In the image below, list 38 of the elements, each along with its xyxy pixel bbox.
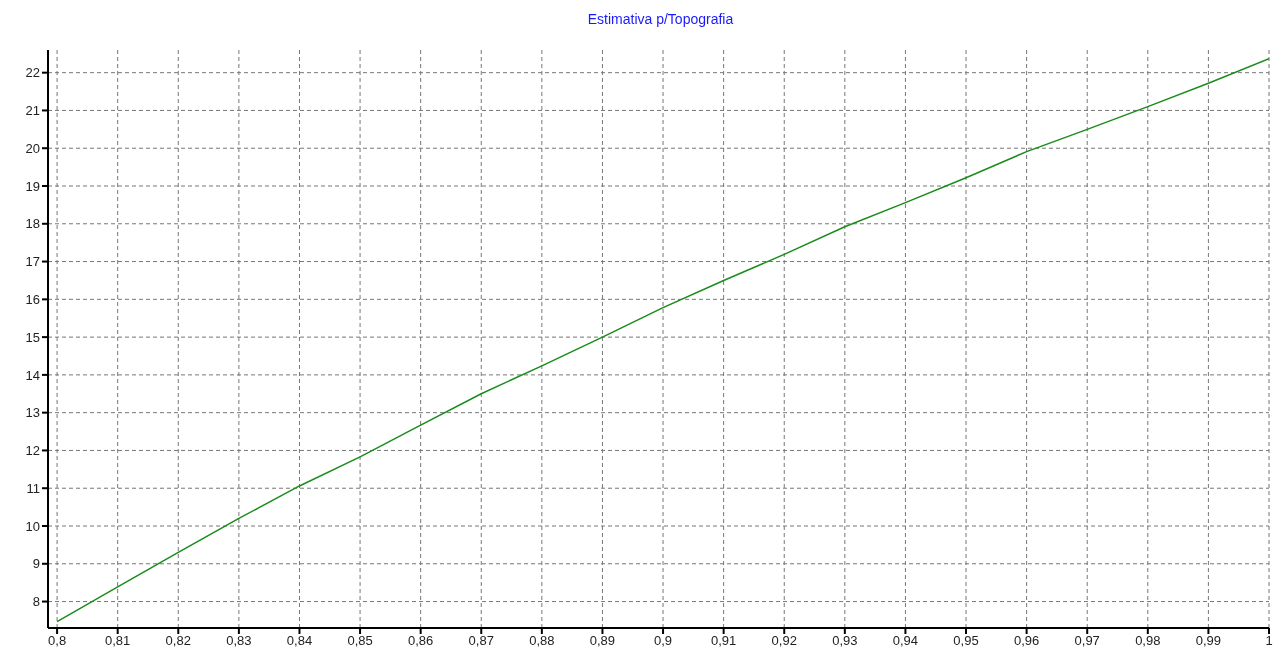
x-tick-label: 0,9 (654, 633, 673, 649)
y-tick-label: 16 (25, 291, 40, 307)
x-tick-label: 0,99 (1195, 633, 1222, 649)
y-tick-label: 21 (25, 103, 40, 119)
x-tick-label: 0,88 (529, 633, 555, 649)
y-tick-label: 12 (25, 443, 40, 459)
x-tick-label: 0,94 (892, 633, 919, 649)
y-tick-label: 13 (25, 405, 40, 421)
x-tick-label: 0,93 (832, 633, 858, 649)
x-tick-label: 1 (1265, 633, 1273, 649)
x-tick-label: 0,92 (771, 633, 797, 649)
y-tick-label: 8 (32, 594, 40, 610)
x-tick-label: 0,8 (48, 633, 67, 649)
chart-title: Estimativa p/Topografia (586, 10, 735, 29)
x-tick-label: 0,85 (347, 633, 373, 649)
y-tick-label: 15 (25, 329, 40, 345)
y-tick-label: 22 (25, 65, 40, 81)
x-tick-label: 0,82 (165, 633, 191, 649)
y-tick-label: 17 (25, 254, 40, 270)
x-tick-label: 0,81 (105, 633, 131, 649)
y-tick-label: 20 (25, 140, 40, 156)
y-tick-label: 14 (25, 367, 40, 383)
x-tick-label: 0,91 (710, 633, 737, 649)
x-tick-label: 0,98 (1135, 633, 1161, 649)
x-tick-label: 0,83 (226, 633, 252, 649)
x-tick-label: 0,86 (408, 633, 434, 649)
y-tick-label: 18 (25, 216, 40, 232)
x-tick-label: 0,87 (468, 633, 494, 649)
y-tick-label: 19 (25, 178, 40, 194)
x-tick-label: 0,95 (953, 633, 979, 649)
x-tick-label: 0,89 (589, 633, 616, 649)
line-series (56, 57, 1269, 623)
x-tick-label: 0,84 (286, 633, 313, 649)
x-tick-label: 0,97 (1074, 633, 1100, 649)
y-tick-label: 10 (25, 518, 40, 534)
y-tick-label: 9 (32, 556, 40, 572)
x-tick-label: 0,96 (1013, 633, 1040, 649)
y-tick-label: 11 (26, 480, 40, 496)
